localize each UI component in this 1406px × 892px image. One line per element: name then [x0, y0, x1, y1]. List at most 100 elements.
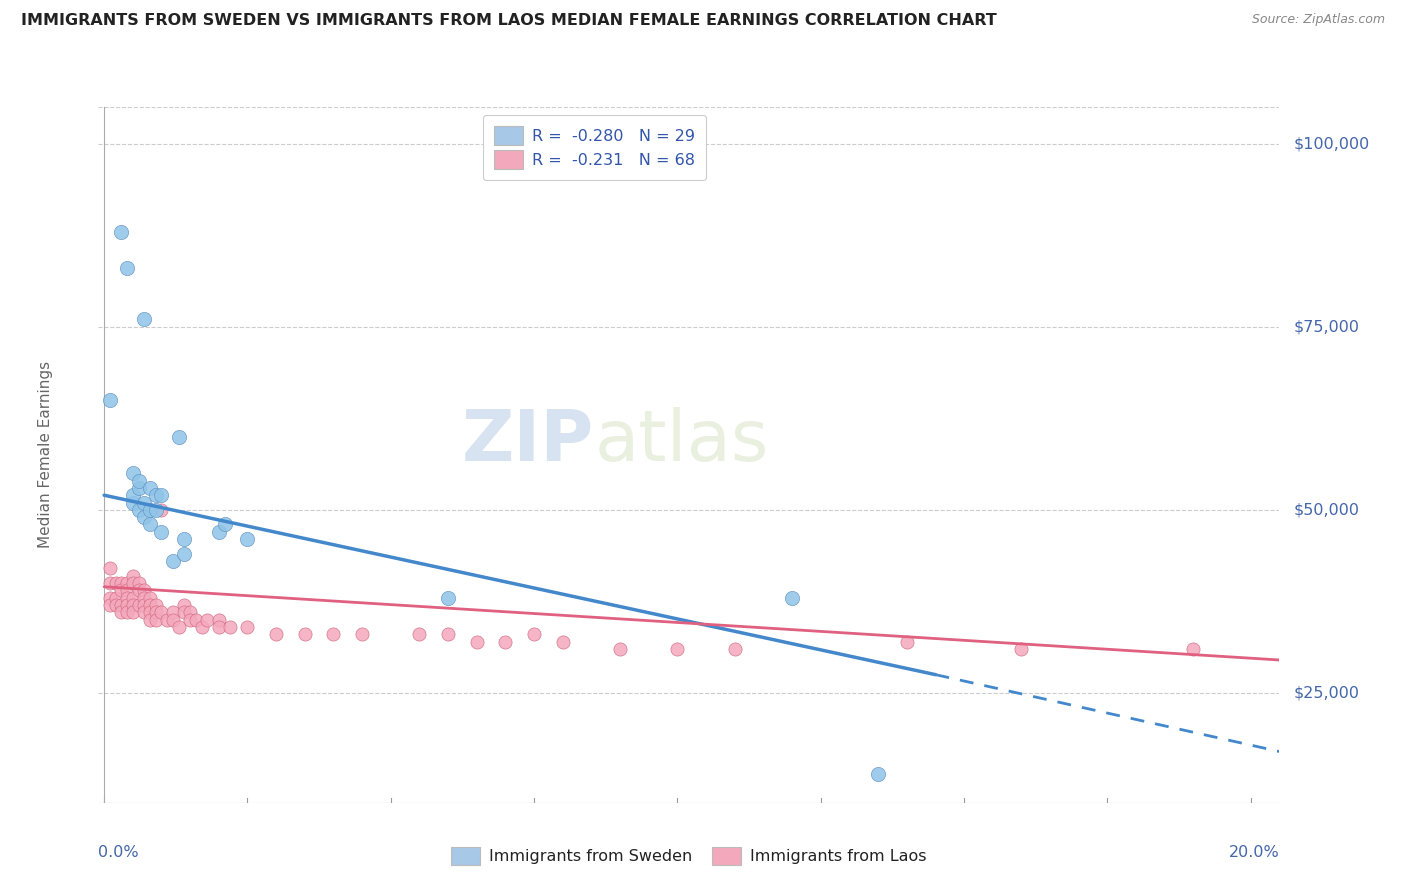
- Point: [208, 613, 231, 627]
- Point: [167, 620, 190, 634]
- Point: [98, 576, 121, 591]
- Point: [104, 576, 127, 591]
- Point: [437, 591, 460, 605]
- Text: ZIP: ZIP: [463, 407, 595, 475]
- Point: [134, 591, 156, 605]
- Point: [437, 627, 460, 641]
- Point: [352, 627, 374, 641]
- Point: [1182, 642, 1205, 657]
- Point: [150, 488, 173, 502]
- Point: [128, 503, 150, 517]
- Point: [115, 598, 138, 612]
- Text: $25,000: $25,000: [1294, 685, 1360, 700]
- Point: [150, 606, 173, 620]
- Point: [128, 474, 150, 488]
- Text: $50,000: $50,000: [1294, 502, 1360, 517]
- Point: [173, 598, 195, 612]
- Point: [128, 598, 150, 612]
- Point: [121, 568, 143, 582]
- Point: [167, 429, 190, 443]
- Point: [104, 598, 127, 612]
- Point: [115, 261, 138, 276]
- Point: [134, 312, 156, 326]
- Point: [162, 613, 184, 627]
- Point: [162, 606, 184, 620]
- Point: [190, 620, 212, 634]
- Point: [322, 627, 344, 641]
- Point: [115, 606, 138, 620]
- Point: [134, 583, 156, 598]
- Point: [1011, 642, 1033, 657]
- Point: [121, 495, 143, 509]
- Point: [115, 576, 138, 591]
- Point: [145, 488, 167, 502]
- Text: Source: ZipAtlas.com: Source: ZipAtlas.com: [1251, 13, 1385, 27]
- Point: [98, 591, 121, 605]
- Point: [121, 467, 143, 481]
- Text: 0.0%: 0.0%: [98, 845, 139, 860]
- Text: IMMIGRANTS FROM SWEDEN VS IMMIGRANTS FROM LAOS MEDIAN FEMALE EARNINGS CORRELATIO: IMMIGRANTS FROM SWEDEN VS IMMIGRANTS FRO…: [21, 13, 997, 29]
- Point: [179, 606, 201, 620]
- Point: [134, 606, 156, 620]
- Point: [264, 627, 287, 641]
- Point: [121, 598, 143, 612]
- Point: [139, 598, 162, 612]
- Point: [134, 510, 156, 524]
- Point: [150, 503, 173, 517]
- Point: [214, 517, 236, 532]
- Point: [121, 488, 143, 502]
- Point: [294, 627, 316, 641]
- Point: [179, 613, 201, 627]
- Point: [139, 591, 162, 605]
- Point: [121, 606, 143, 620]
- Point: [128, 583, 150, 598]
- Point: [98, 392, 121, 407]
- Point: [134, 495, 156, 509]
- Point: [145, 503, 167, 517]
- Point: [115, 583, 138, 598]
- Point: [145, 606, 167, 620]
- Point: [236, 620, 259, 634]
- Point: [139, 517, 162, 532]
- Point: [551, 634, 574, 648]
- Point: [609, 642, 631, 657]
- Point: [195, 613, 218, 627]
- Point: [139, 503, 162, 517]
- Point: [219, 620, 242, 634]
- Point: [156, 613, 179, 627]
- Point: [523, 627, 546, 641]
- Text: 20.0%: 20.0%: [1229, 845, 1279, 860]
- Point: [724, 642, 747, 657]
- Point: [134, 598, 156, 612]
- Point: [139, 481, 162, 495]
- Point: [208, 620, 231, 634]
- Point: [128, 481, 150, 495]
- Point: [145, 613, 167, 627]
- Point: [162, 554, 184, 568]
- Point: [110, 583, 132, 598]
- Point: [139, 606, 162, 620]
- Point: [110, 598, 132, 612]
- Point: [896, 634, 918, 648]
- Text: Median Female Earnings: Median Female Earnings: [38, 361, 53, 549]
- Point: [128, 576, 150, 591]
- Point: [173, 547, 195, 561]
- Point: [115, 591, 138, 605]
- Point: [465, 634, 488, 648]
- Point: [173, 532, 195, 546]
- Legend: Immigrants from Sweden, Immigrants from Laos: Immigrants from Sweden, Immigrants from …: [441, 838, 936, 875]
- Point: [139, 613, 162, 627]
- Point: [121, 591, 143, 605]
- Point: [98, 561, 121, 575]
- Point: [173, 606, 195, 620]
- Point: [495, 634, 517, 648]
- Point: [110, 576, 132, 591]
- Point: [236, 532, 259, 546]
- Point: [150, 524, 173, 539]
- Text: $100,000: $100,000: [1294, 136, 1369, 151]
- Point: [666, 642, 689, 657]
- Point: [208, 524, 231, 539]
- Point: [868, 766, 890, 780]
- Point: [408, 627, 430, 641]
- Text: $75,000: $75,000: [1294, 319, 1360, 334]
